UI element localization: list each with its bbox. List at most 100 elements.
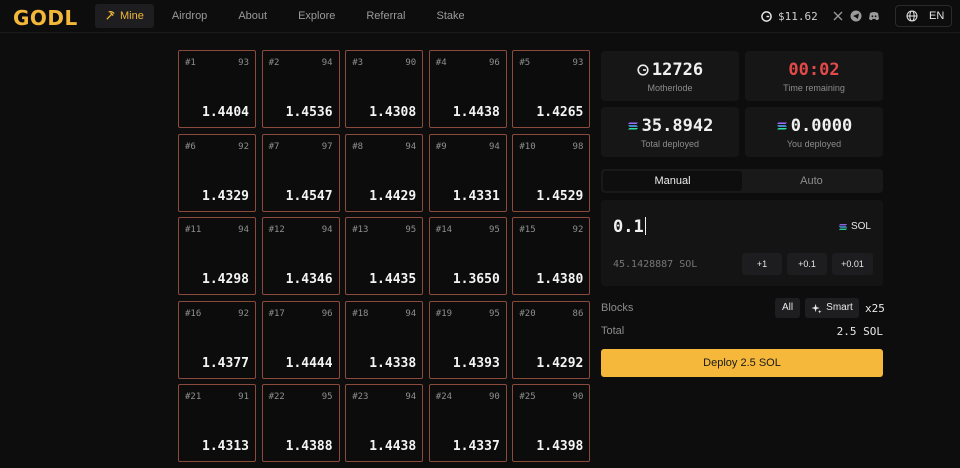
total-deployed-label: Total deployed [640,139,700,149]
app-logo[interactable]: GODL [13,6,78,30]
increment-0-1-button[interactable]: +0.1 [787,253,827,275]
tab-auto[interactable]: Auto [800,175,823,187]
top-header: GODL Mine Airdrop About Explore Referral… [0,0,960,32]
block-tile[interactable]: #13 95 1.4435 [345,217,424,296]
block-number: #6 [185,141,196,152]
block-tile[interactable]: #6 92 1.4329 [178,133,256,212]
block-deployed-value: 1.4404 [202,105,249,120]
nav-item-about[interactable]: About [238,10,268,22]
block-tile[interactable]: #3 90 1.4308 [345,50,424,128]
block-number: #9 [435,141,447,152]
you-deployed-card: 0.0000 You deployed [745,107,883,157]
nav-item-mine[interactable]: Mine [95,4,154,28]
block-tile[interactable]: #7 97 1.4547 [261,133,340,212]
block-miner-count: 95 [488,225,500,236]
language-selector[interactable]: EN [895,5,952,27]
block-miner-count: 86 [572,308,584,319]
block-number: #14 [435,225,453,236]
nav-item-airdrop[interactable]: Airdrop [171,10,208,22]
block-tile[interactable]: #8 94 1.4429 [345,133,424,212]
block-tile[interactable]: #17 96 1.4444 [261,300,340,379]
block-deployed-value: 1.4331 [452,188,500,204]
motherlode-value: 12726 [651,60,704,80]
block-tile[interactable]: #1 93 1.4404 [178,50,256,128]
block-miner-count: 94 [405,141,417,152]
block-deployed-value: 1.4313 [202,439,249,455]
select-all-button[interactable]: All [775,298,800,318]
smart-label: Smart [826,302,853,313]
block-number: #19 [435,308,453,319]
block-deployed-value: 1.4292 [536,355,584,371]
block-deployed-value: 1.4265 [536,105,584,120]
block-tile[interactable]: #16 92 1.4377 [178,300,256,379]
time-remaining-card: 00:02 Time remaining [745,51,883,101]
block-tile[interactable]: #22 95 1.4388 [261,384,340,463]
block-deployed-value: 1.4429 [369,188,417,204]
motherlode-card: 12726 Motherlode [601,51,739,101]
block-tile[interactable]: #23 94 1.4438 [345,384,424,463]
telegram-icon[interactable] [850,10,862,22]
block-tile[interactable]: #19 95 1.4393 [428,300,507,379]
block-tile[interactable]: #5 93 1.4265 [512,50,591,128]
block-number: #20 [519,308,536,319]
blocks-label: Blocks [601,302,634,314]
discord-icon[interactable] [868,10,880,22]
godl-coin-icon [637,64,649,76]
block-tile[interactable]: #18 94 1.4338 [345,300,424,379]
block-tile[interactable]: #21 91 1.4313 [178,384,256,463]
block-number: #23 [352,392,369,403]
social-links [832,0,886,32]
block-number: #16 [185,308,202,319]
block-number: #2 [268,58,280,68]
amount-input[interactable]: 0.1 [613,217,646,237]
block-number: #8 [352,141,364,152]
currency-tag: SOL [838,221,871,232]
block-tile[interactable]: #14 95 1.3650 [428,217,507,296]
block-number: #13 [352,225,369,236]
block-miner-count: 94 [321,225,333,236]
block-miner-count: 97 [321,141,333,152]
block-tile[interactable]: #11 94 1.4298 [178,217,256,296]
increment-1-button[interactable]: +1 [742,253,782,275]
nav-item-referral[interactable]: Referral [366,10,406,22]
increment-0-01-button[interactable]: +0.01 [832,253,873,275]
you-deployed-label: You deployed [786,139,842,149]
tab-manual[interactable]: Manual [603,171,742,191]
smart-select-button[interactable]: Smart [805,298,859,318]
nav-item-stake[interactable]: Stake [436,10,465,22]
block-deployed-value: 1.4536 [285,105,333,120]
block-miner-count: 93 [238,58,249,68]
block-deployed-value: 1.4337 [452,439,500,455]
block-tile[interactable]: #12 94 1.4346 [261,217,340,296]
block-tile[interactable]: #20 86 1.4292 [512,300,591,379]
block-number: #5 [519,58,531,68]
total-deployed-value: 35.8942 [641,116,714,136]
x-twitter-icon[interactable] [832,10,844,22]
header-divider [0,32,960,33]
block-tile[interactable]: #4 96 1.4438 [428,50,507,128]
solana-icon [776,122,787,130]
block-tile[interactable]: #24 90 1.4337 [428,384,507,463]
nav-label: Mine [120,10,144,22]
godl-coin-icon [761,10,772,22]
wallet-sol-balance[interactable]: 45.1428887 SOL [613,259,698,270]
block-tile[interactable]: #10 98 1.4529 [512,133,591,212]
blocks-multiplier: x25 [865,302,885,315]
block-deployed-value: 1.4547 [285,188,333,204]
block-tile[interactable]: #15 92 1.4380 [512,217,591,296]
main-nav: Mine Airdrop About Explore Referral Stak… [95,4,483,28]
block-tile[interactable]: #9 94 1.4331 [428,133,507,212]
block-number: #12 [268,225,285,236]
block-number: #11 [185,225,202,236]
language-label: EN [929,10,945,22]
nav-item-explore[interactable]: Explore [298,10,336,22]
block-tile[interactable]: #25 90 1.4398 [512,384,591,463]
block-deployed-value: 1.4329 [202,188,249,204]
time-remaining-value: 00:02 [788,60,840,80]
block-miner-count: 94 [238,225,249,236]
deploy-button[interactable]: Deploy 2.5 SOL [601,349,883,377]
block-tile[interactable]: #2 94 1.4536 [261,50,340,128]
balance-value: $11.62 [778,9,818,23]
wallet-balance[interactable]: $11.62 [761,0,818,32]
currency-label: SOL [850,221,871,232]
